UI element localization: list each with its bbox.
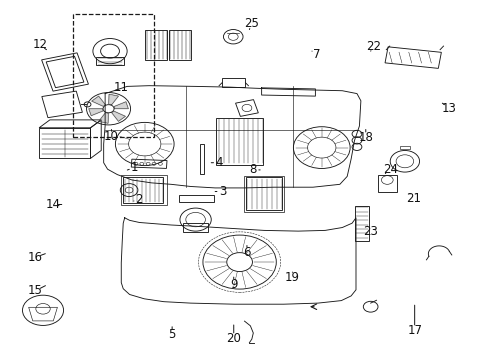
Text: 13: 13 (441, 102, 455, 114)
Polygon shape (108, 94, 118, 105)
Text: 4: 4 (215, 156, 223, 169)
Bar (377, 175, 396, 192)
Text: 6: 6 (243, 246, 250, 259)
Text: 9: 9 (229, 278, 237, 291)
Bar (42, 91, 82, 118)
Bar (120, 175, 166, 205)
Bar (179, 195, 214, 202)
Text: 16: 16 (28, 251, 42, 264)
Polygon shape (111, 111, 125, 121)
Text: 25: 25 (244, 17, 259, 30)
Text: 18: 18 (358, 131, 372, 144)
Polygon shape (91, 96, 105, 106)
Bar (399, 146, 409, 149)
Text: 15: 15 (28, 284, 42, 297)
Text: 5: 5 (168, 328, 176, 341)
Text: 2: 2 (135, 193, 143, 206)
Text: 20: 20 (226, 332, 241, 345)
Bar (245, 177, 282, 210)
Polygon shape (89, 109, 103, 116)
Polygon shape (99, 113, 108, 123)
Text: 19: 19 (285, 271, 299, 284)
Text: 23: 23 (363, 225, 377, 238)
Bar (145, 30, 167, 60)
Text: 11: 11 (114, 81, 128, 94)
Bar (41, 53, 88, 91)
Text: 12: 12 (33, 39, 47, 51)
Bar (169, 30, 190, 60)
Polygon shape (114, 102, 128, 109)
Text: 10: 10 (104, 130, 119, 143)
Bar (46, 56, 84, 88)
Bar (354, 206, 368, 241)
Bar (73, 14, 154, 137)
Bar (222, 78, 245, 87)
Text: 24: 24 (382, 163, 397, 176)
Text: 22: 22 (366, 40, 381, 53)
Text: 21: 21 (405, 192, 420, 205)
Text: 14: 14 (45, 198, 60, 211)
Text: 17: 17 (407, 324, 421, 337)
Bar (131, 159, 167, 168)
Bar (235, 100, 258, 116)
Bar (216, 118, 263, 165)
Bar (122, 177, 163, 203)
Bar (96, 57, 124, 65)
Text: 7: 7 (312, 48, 320, 60)
Text: 8: 8 (249, 163, 257, 176)
Bar (384, 47, 441, 68)
Text: 3: 3 (218, 185, 226, 198)
Text: 1: 1 (130, 161, 138, 174)
Bar (244, 176, 284, 212)
Bar (199, 144, 204, 174)
Bar (183, 223, 207, 232)
